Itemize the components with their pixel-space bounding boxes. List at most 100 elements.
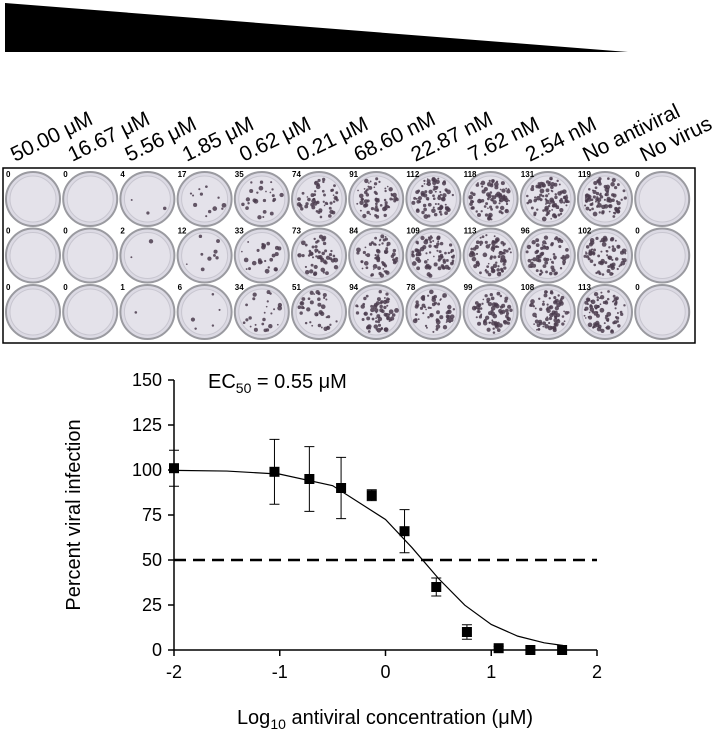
plaque (435, 319, 441, 325)
plaque (498, 250, 504, 256)
plaque (603, 322, 606, 325)
plaque (270, 181, 273, 184)
plaque (611, 177, 616, 183)
plaque (548, 321, 551, 325)
plaque (247, 241, 250, 243)
plaque (257, 258, 262, 263)
plaque (423, 239, 429, 245)
plaque (333, 184, 336, 188)
plaque (377, 266, 381, 270)
plaque (622, 189, 626, 193)
plaque (300, 207, 304, 211)
plaque (317, 323, 322, 328)
plaque (468, 194, 474, 200)
plaque (377, 316, 383, 322)
ec50-label: EC50 = 0.55 μM (208, 371, 347, 396)
plaque (377, 323, 382, 327)
plaque (439, 241, 444, 246)
plaque (589, 305, 594, 309)
data-point (461, 627, 472, 637)
plaque (385, 292, 389, 296)
plaque (592, 326, 595, 329)
plaque (388, 309, 394, 315)
plaque (311, 324, 314, 327)
plaque (556, 237, 561, 242)
y-tick-label: 100 (132, 460, 162, 480)
plaque (391, 313, 396, 317)
plaque (499, 198, 504, 203)
plaque (378, 290, 382, 294)
plaque (482, 298, 485, 301)
plaque (601, 262, 603, 264)
plaque (548, 316, 553, 321)
plaque (541, 184, 545, 188)
plaque (375, 248, 380, 253)
plaque (252, 198, 257, 203)
plaque (542, 321, 547, 326)
plaque (598, 211, 601, 214)
plaque (603, 237, 608, 242)
plaque (497, 265, 500, 268)
plaque (306, 307, 311, 312)
plaque (548, 305, 554, 310)
plaque (375, 177, 379, 181)
plaque (482, 320, 487, 324)
plaque (535, 315, 538, 318)
plaque (417, 189, 421, 193)
plaque (506, 317, 511, 322)
plaque (550, 217, 552, 220)
well-inner (638, 232, 686, 279)
well-inner (66, 288, 114, 336)
plaque (596, 197, 602, 203)
plaque-count: 1 (120, 283, 125, 292)
plaque (615, 296, 619, 301)
plaque (558, 183, 561, 186)
plaque (375, 311, 378, 314)
plaque (375, 317, 377, 319)
plaque (370, 307, 375, 313)
plaque (316, 239, 320, 243)
plaque (592, 195, 596, 199)
plaque (429, 289, 434, 295)
plaque (559, 239, 564, 244)
plaque (423, 179, 426, 182)
plaque (269, 191, 272, 194)
plaque (211, 292, 215, 296)
plaque (601, 273, 605, 276)
plaque (438, 206, 443, 210)
plaque (274, 245, 279, 250)
plaque (542, 264, 547, 269)
plaque (545, 199, 550, 205)
plaque (596, 313, 600, 318)
plaque (588, 208, 592, 212)
plaque (363, 296, 367, 301)
plaque (611, 258, 614, 262)
plaque (472, 247, 477, 251)
plaque (531, 240, 536, 245)
plaque (429, 240, 432, 244)
plaque (368, 185, 373, 190)
plaque (360, 197, 364, 201)
plaque-count: 35 (235, 170, 244, 179)
plaque (213, 249, 218, 254)
plaque (490, 207, 494, 211)
plaque (447, 309, 451, 313)
plaque (491, 320, 496, 326)
plaque (433, 212, 438, 217)
plaque (547, 193, 550, 195)
plaque (435, 324, 441, 329)
plaque (502, 259, 507, 264)
plaque (584, 204, 587, 207)
plaque (276, 323, 279, 326)
plaque (561, 189, 567, 195)
well-inner (638, 288, 686, 336)
plaque (481, 185, 484, 188)
plaque (320, 326, 323, 329)
plaque (372, 242, 376, 246)
plaque (584, 306, 589, 311)
plaque (317, 250, 321, 254)
plaque (594, 200, 597, 203)
plaque (596, 304, 600, 309)
plaque (610, 182, 615, 187)
plaque (301, 297, 306, 301)
